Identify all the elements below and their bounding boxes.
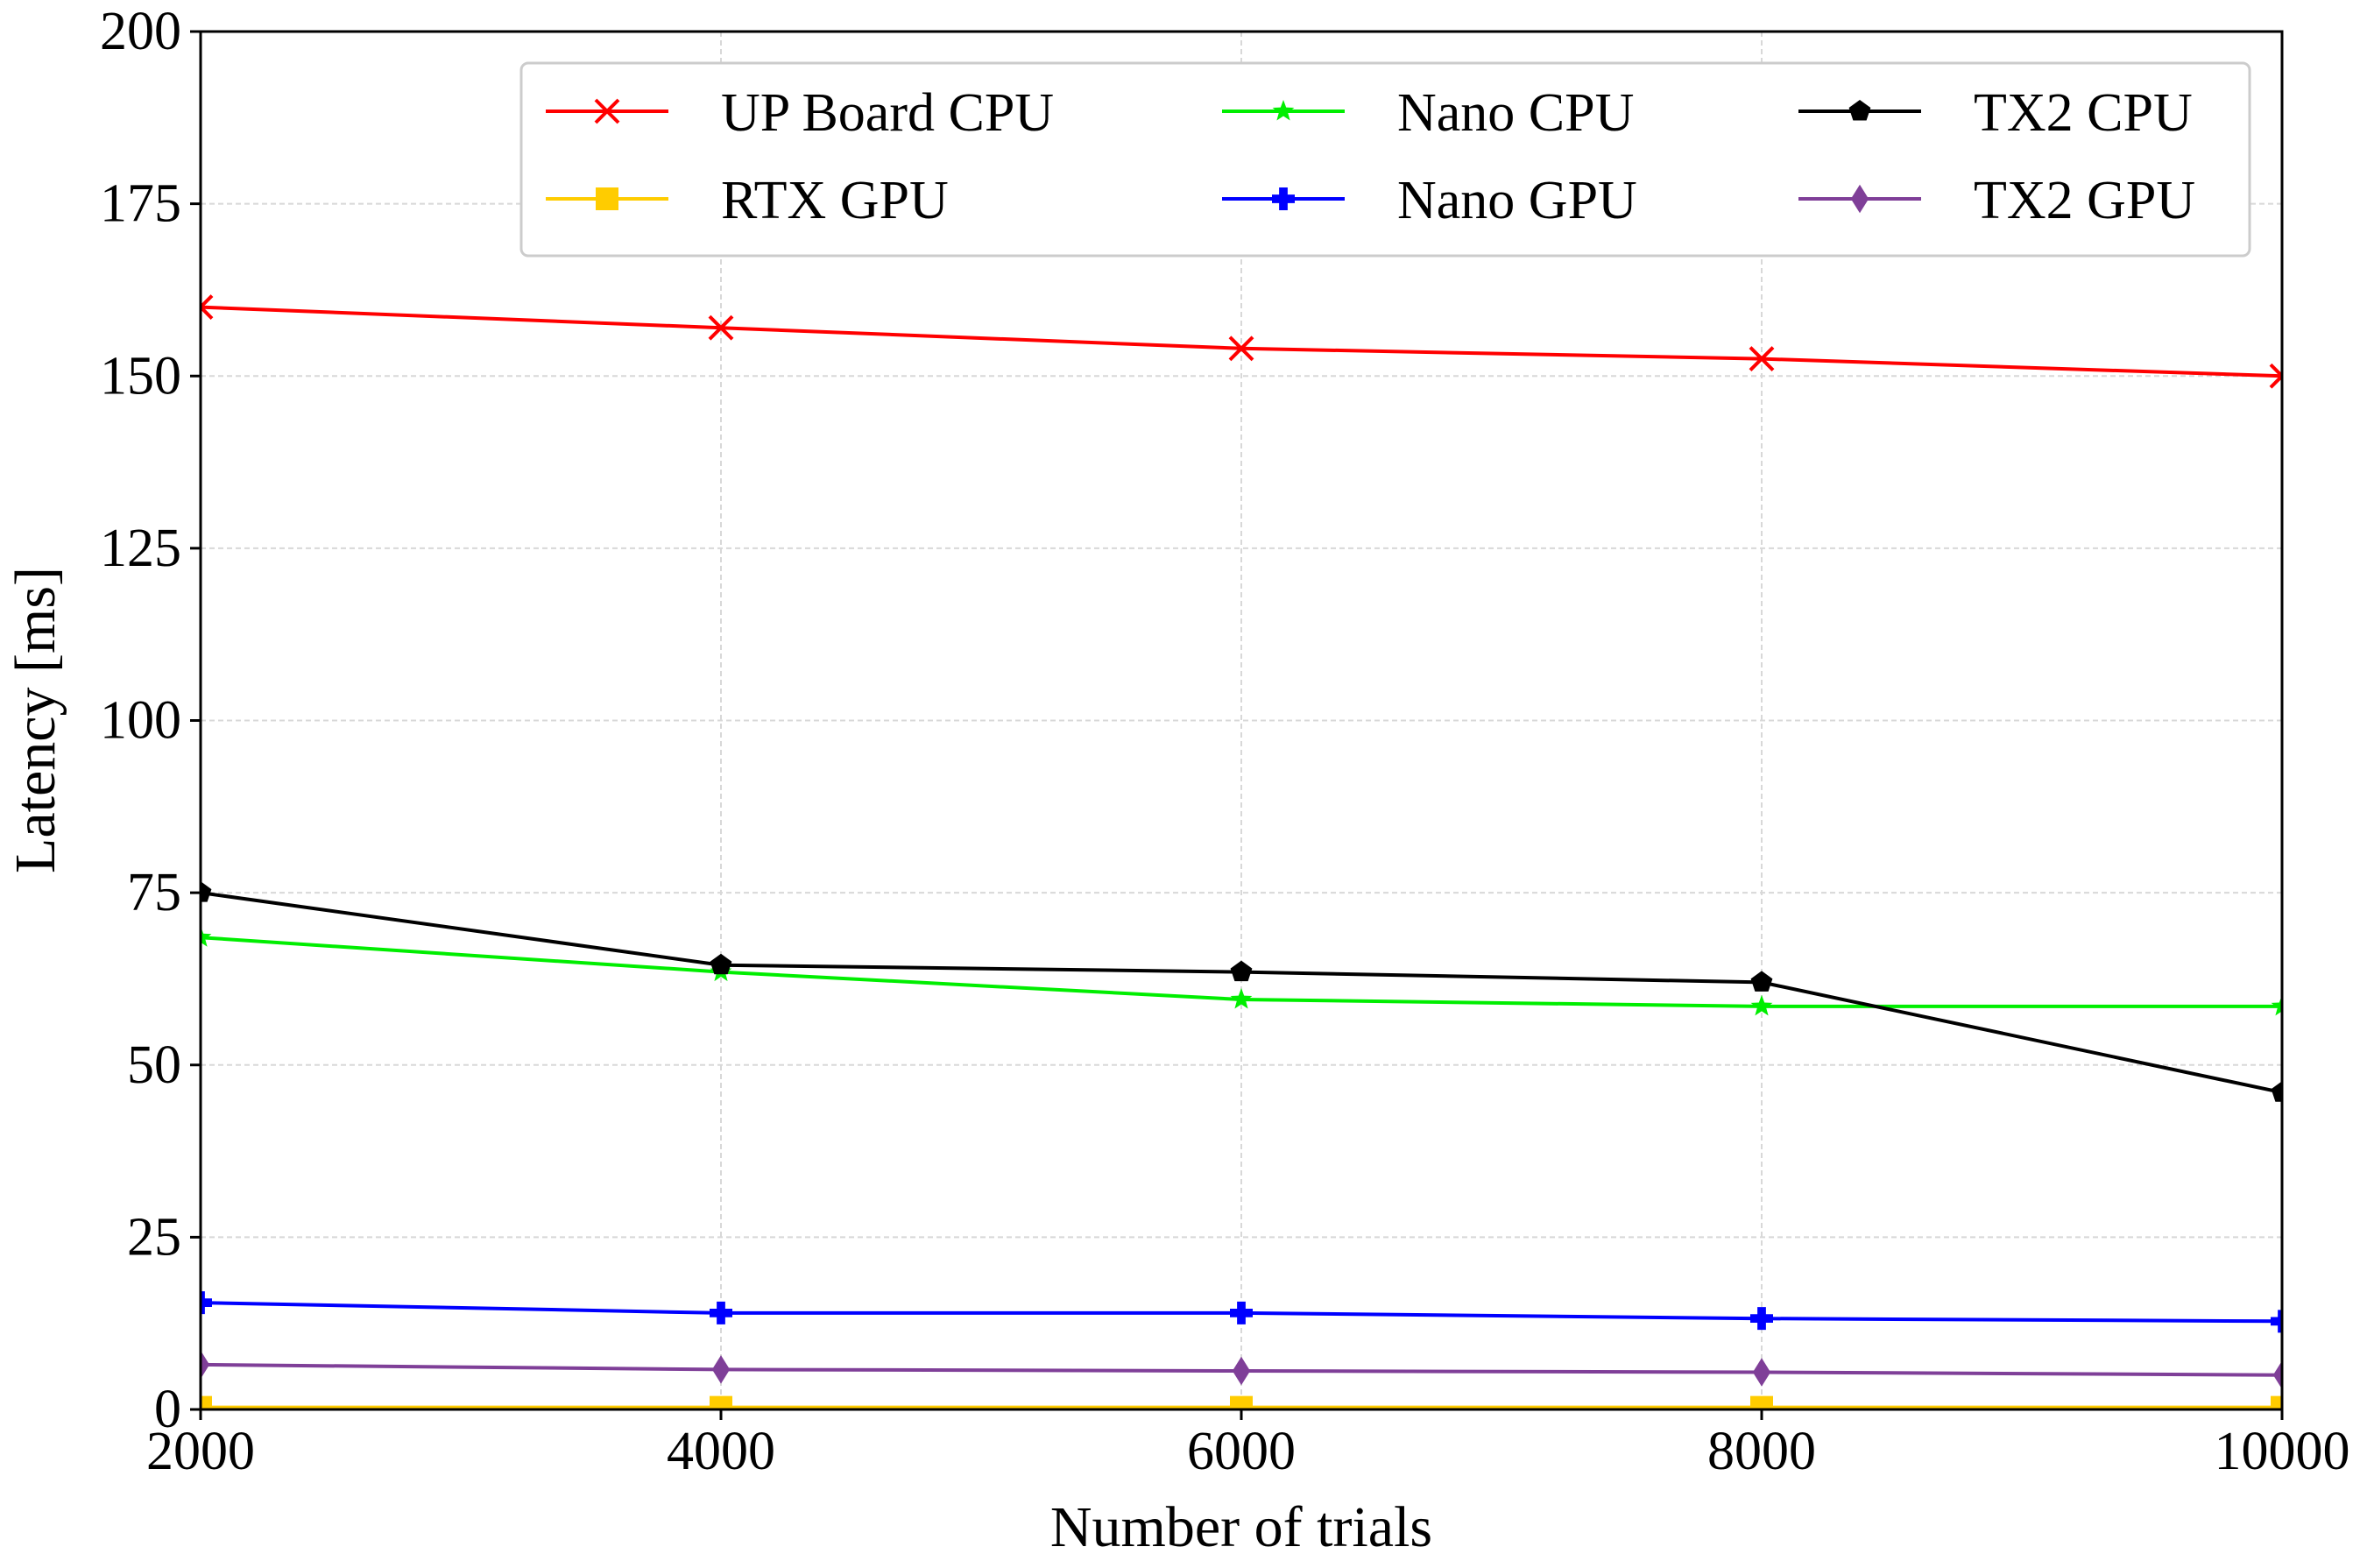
data-point-rtx-gpu: [1230, 1395, 1253, 1409]
legend-entry-nano-gpu: Nano GPU: [1222, 171, 1637, 230]
y-axis-label: Latency [ms]: [4, 567, 67, 873]
data-point-tx2-gpu: [1752, 1358, 1771, 1387]
y-tick-label: 75: [127, 863, 181, 922]
series-tx2-cpu: [201, 881, 2282, 1102]
series-nano-gpu: [201, 1291, 2282, 1333]
legend-marker-tx2-gpu: [1850, 184, 1869, 214]
data-point-nano-gpu: [2271, 1310, 2282, 1333]
x-tick-label: 10000: [2215, 1422, 2350, 1481]
y-tick-label: 50: [127, 1035, 181, 1095]
data-point-tx2-cpu: [710, 953, 732, 975]
legend-marker-nano-cpu: [1272, 100, 1295, 121]
x-marker-stroke: [1228, 335, 1254, 362]
data-point-nano-gpu: [1750, 1307, 1773, 1331]
x-axis-label: Number of trials: [1050, 1495, 1432, 1559]
x-marker-stroke: [2269, 373, 2282, 389]
legend-marker-nano-gpu: [1272, 187, 1295, 210]
y-tick-label: 125: [100, 519, 181, 578]
data-point-up-board-cpu: [1749, 346, 1775, 372]
series-tx2-gpu: [201, 1350, 2282, 1389]
data-point-rtx-gpu: [2271, 1395, 2282, 1409]
data-point-tx2-cpu: [2271, 1081, 2282, 1102]
axis-ticks: 2000 4000 6000 8000 10000 0 25 50 75 100 125 150 175…: [100, 2, 2350, 1481]
data-point-nano-cpu: [2271, 994, 2282, 1016]
y-tick-label: 0: [154, 1380, 181, 1439]
legend-label: TX2 CPU: [1974, 83, 2193, 143]
x-marker-stroke: [201, 304, 214, 321]
series-layer: [201, 294, 2282, 1409]
legend-label: TX2 GPU: [1974, 171, 2195, 230]
data-point-nano-cpu: [1750, 994, 1773, 1016]
legend-label: UP Board CPU: [721, 83, 1054, 143]
data-point-nano-gpu: [710, 1301, 732, 1324]
x-tick-label: 8000: [1707, 1422, 1816, 1481]
x-marker-stroke: [1749, 346, 1775, 372]
legend-label: RTX GPU: [721, 171, 949, 230]
data-point-nano-cpu: [1230, 988, 1253, 1009]
data-point-tx2-gpu: [2272, 1360, 2282, 1389]
data-point-tx2-cpu: [1230, 960, 1253, 982]
series-rtx-gpu: [201, 1395, 2282, 1409]
data-point-tx2-gpu: [201, 1350, 210, 1380]
y-tick-label: 25: [127, 1207, 181, 1267]
data-point-up-board-cpu: [1228, 335, 1254, 362]
data-point-nano-gpu: [1230, 1301, 1253, 1324]
legend-marker-up-board-cpu: [594, 98, 620, 124]
data-point-rtx-gpu: [201, 1395, 212, 1409]
series-up-board-cpu: [201, 294, 2282, 389]
legend-marker-tx2-cpu: [1848, 100, 1871, 121]
legend-entry-tx2-gpu: TX2 GPU: [1798, 171, 2195, 230]
y-tick-label: 150: [100, 346, 181, 406]
x-tick-label: 6000: [1187, 1422, 1296, 1481]
x-tick-label: 4000: [667, 1422, 775, 1481]
legend-label: Nano CPU: [1397, 83, 1634, 143]
y-tick-label: 100: [100, 691, 181, 751]
data-point-tx2-cpu: [1750, 971, 1773, 992]
legend-entry-nano-cpu: Nano CPU: [1222, 83, 1634, 143]
data-point-up-board-cpu: [708, 314, 734, 341]
data-point-rtx-gpu: [710, 1395, 732, 1409]
data-point-rtx-gpu: [1750, 1395, 1773, 1409]
x-marker-stroke: [594, 98, 620, 124]
data-point-tx2-gpu: [711, 1355, 731, 1384]
y-tick-label: 200: [100, 2, 181, 61]
data-point-nano-gpu: [201, 1291, 212, 1315]
data-point-up-board-cpu: [201, 294, 214, 321]
y-tick-label: 175: [100, 174, 181, 234]
x-marker-stroke: [2269, 363, 2282, 379]
x-tick-label: 2000: [146, 1422, 255, 1481]
legend-entry-up-board-cpu: UP Board CPU: [546, 83, 1054, 143]
legend-marker-rtx-gpu: [596, 187, 618, 210]
data-point-tx2-gpu: [1232, 1356, 1251, 1386]
data-point-tx2-cpu: [201, 881, 212, 902]
x-marker-stroke: [708, 314, 734, 341]
legend-entry-rtx-gpu: RTX GPU: [546, 171, 949, 230]
legend-label: Nano GPU: [1397, 171, 1637, 230]
legend-entry-tx2-cpu: TX2 CPU: [1798, 83, 2193, 143]
data-point-up-board-cpu: [2269, 363, 2282, 389]
data-point-nano-cpu: [201, 926, 212, 947]
x-marker-stroke: [201, 294, 214, 310]
legend: UP Board CPU RTX GPU Nano CPU Nano GPU TX2 C…: [519, 61, 2251, 258]
